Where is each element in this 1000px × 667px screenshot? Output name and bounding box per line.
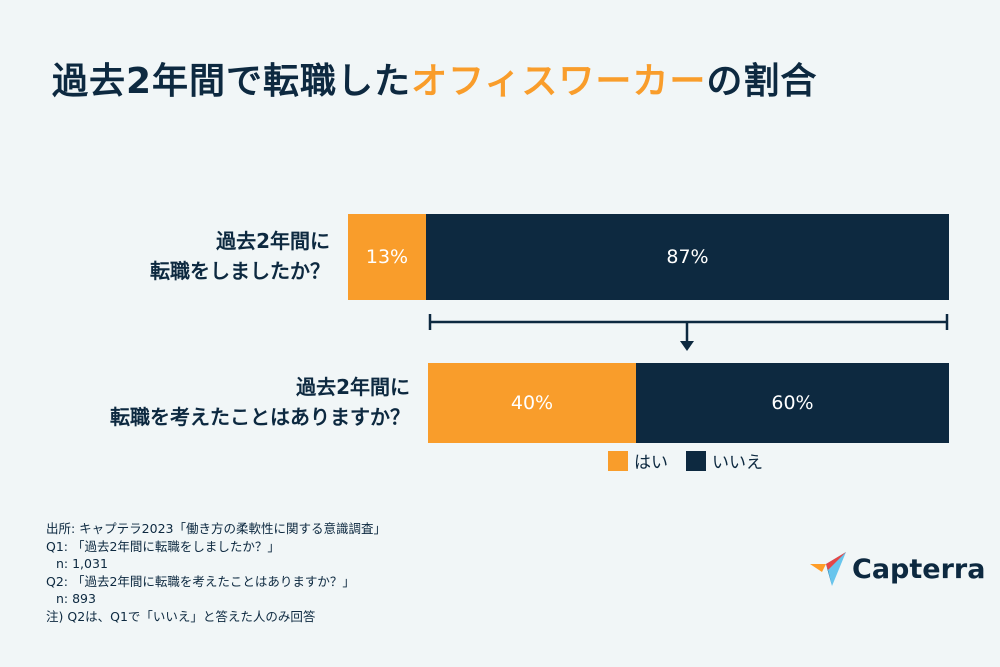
- note-remark: 注) Q2は、Q1で「いいえ」と答えた人のみ回答: [46, 608, 316, 624]
- q2-label-line2: 転職を考えたことはありますか？: [110, 405, 410, 429]
- q1-label: 過去2年間に 転職をしましたか？: [150, 226, 330, 286]
- note-q1-n: n: 1,031: [56, 556, 108, 571]
- bar-q1-no-label: 87%: [666, 246, 709, 268]
- title-tail: の割合: [706, 61, 818, 102]
- title-accent: オフィスワーカー: [411, 61, 707, 102]
- q1-label-line2: 転職をしましたか？: [150, 259, 330, 283]
- q1-label-line1: 過去2年間に: [216, 229, 330, 253]
- bar-q1-yes: 13%: [348, 214, 426, 300]
- legend-item-no: いいえ: [686, 448, 763, 473]
- legend-label-no: いいえ: [712, 453, 763, 473]
- source-notes: 出所: キャプテラ2023「働き方の柔軟性に関する意識調査」 Q1: 「過去2年…: [46, 520, 386, 625]
- legend: はい いいえ: [608, 448, 781, 473]
- title-main: 過去2年間で転職した: [52, 61, 412, 102]
- capterra-logo: Capterra: [810, 552, 985, 586]
- q2-label: 過去2年間に 転職を考えたことはありますか？: [110, 372, 410, 432]
- note-q2: Q2: 「過去2年間に転職を考えたことはありますか？」: [46, 573, 355, 589]
- q2-label-line1: 過去2年間に: [296, 375, 410, 399]
- legend-swatch-yes: [608, 450, 628, 471]
- capterra-logo-text: Capterra: [852, 553, 986, 585]
- note-q1: Q1: 「過去2年間に転職をしましたか？」: [46, 538, 280, 554]
- bar-q1-yes-label: 13%: [365, 246, 409, 268]
- note-source: 出所: キャプテラ2023「働き方の柔軟性に関する意識調査」: [46, 521, 386, 536]
- legend-swatch-no: [686, 450, 706, 471]
- bar-q2-yes-label: 40%: [510, 392, 554, 414]
- down-arrow-icon: [680, 341, 694, 351]
- legend-item-yes: はい: [608, 448, 668, 473]
- bar-q2-yes: 40%: [428, 363, 636, 443]
- note-q2-n: n: 893: [56, 591, 96, 606]
- page-title: 過去2年間で転職したオフィスワーカーの割合: [52, 52, 817, 104]
- capterra-logo-icon: [810, 552, 846, 586]
- bar-q2-no-label: 60%: [771, 392, 814, 414]
- bar-q1-no: 87%: [426, 214, 949, 300]
- legend-label-yes: はい: [634, 453, 668, 473]
- bar-q2-no: 60%: [636, 363, 949, 443]
